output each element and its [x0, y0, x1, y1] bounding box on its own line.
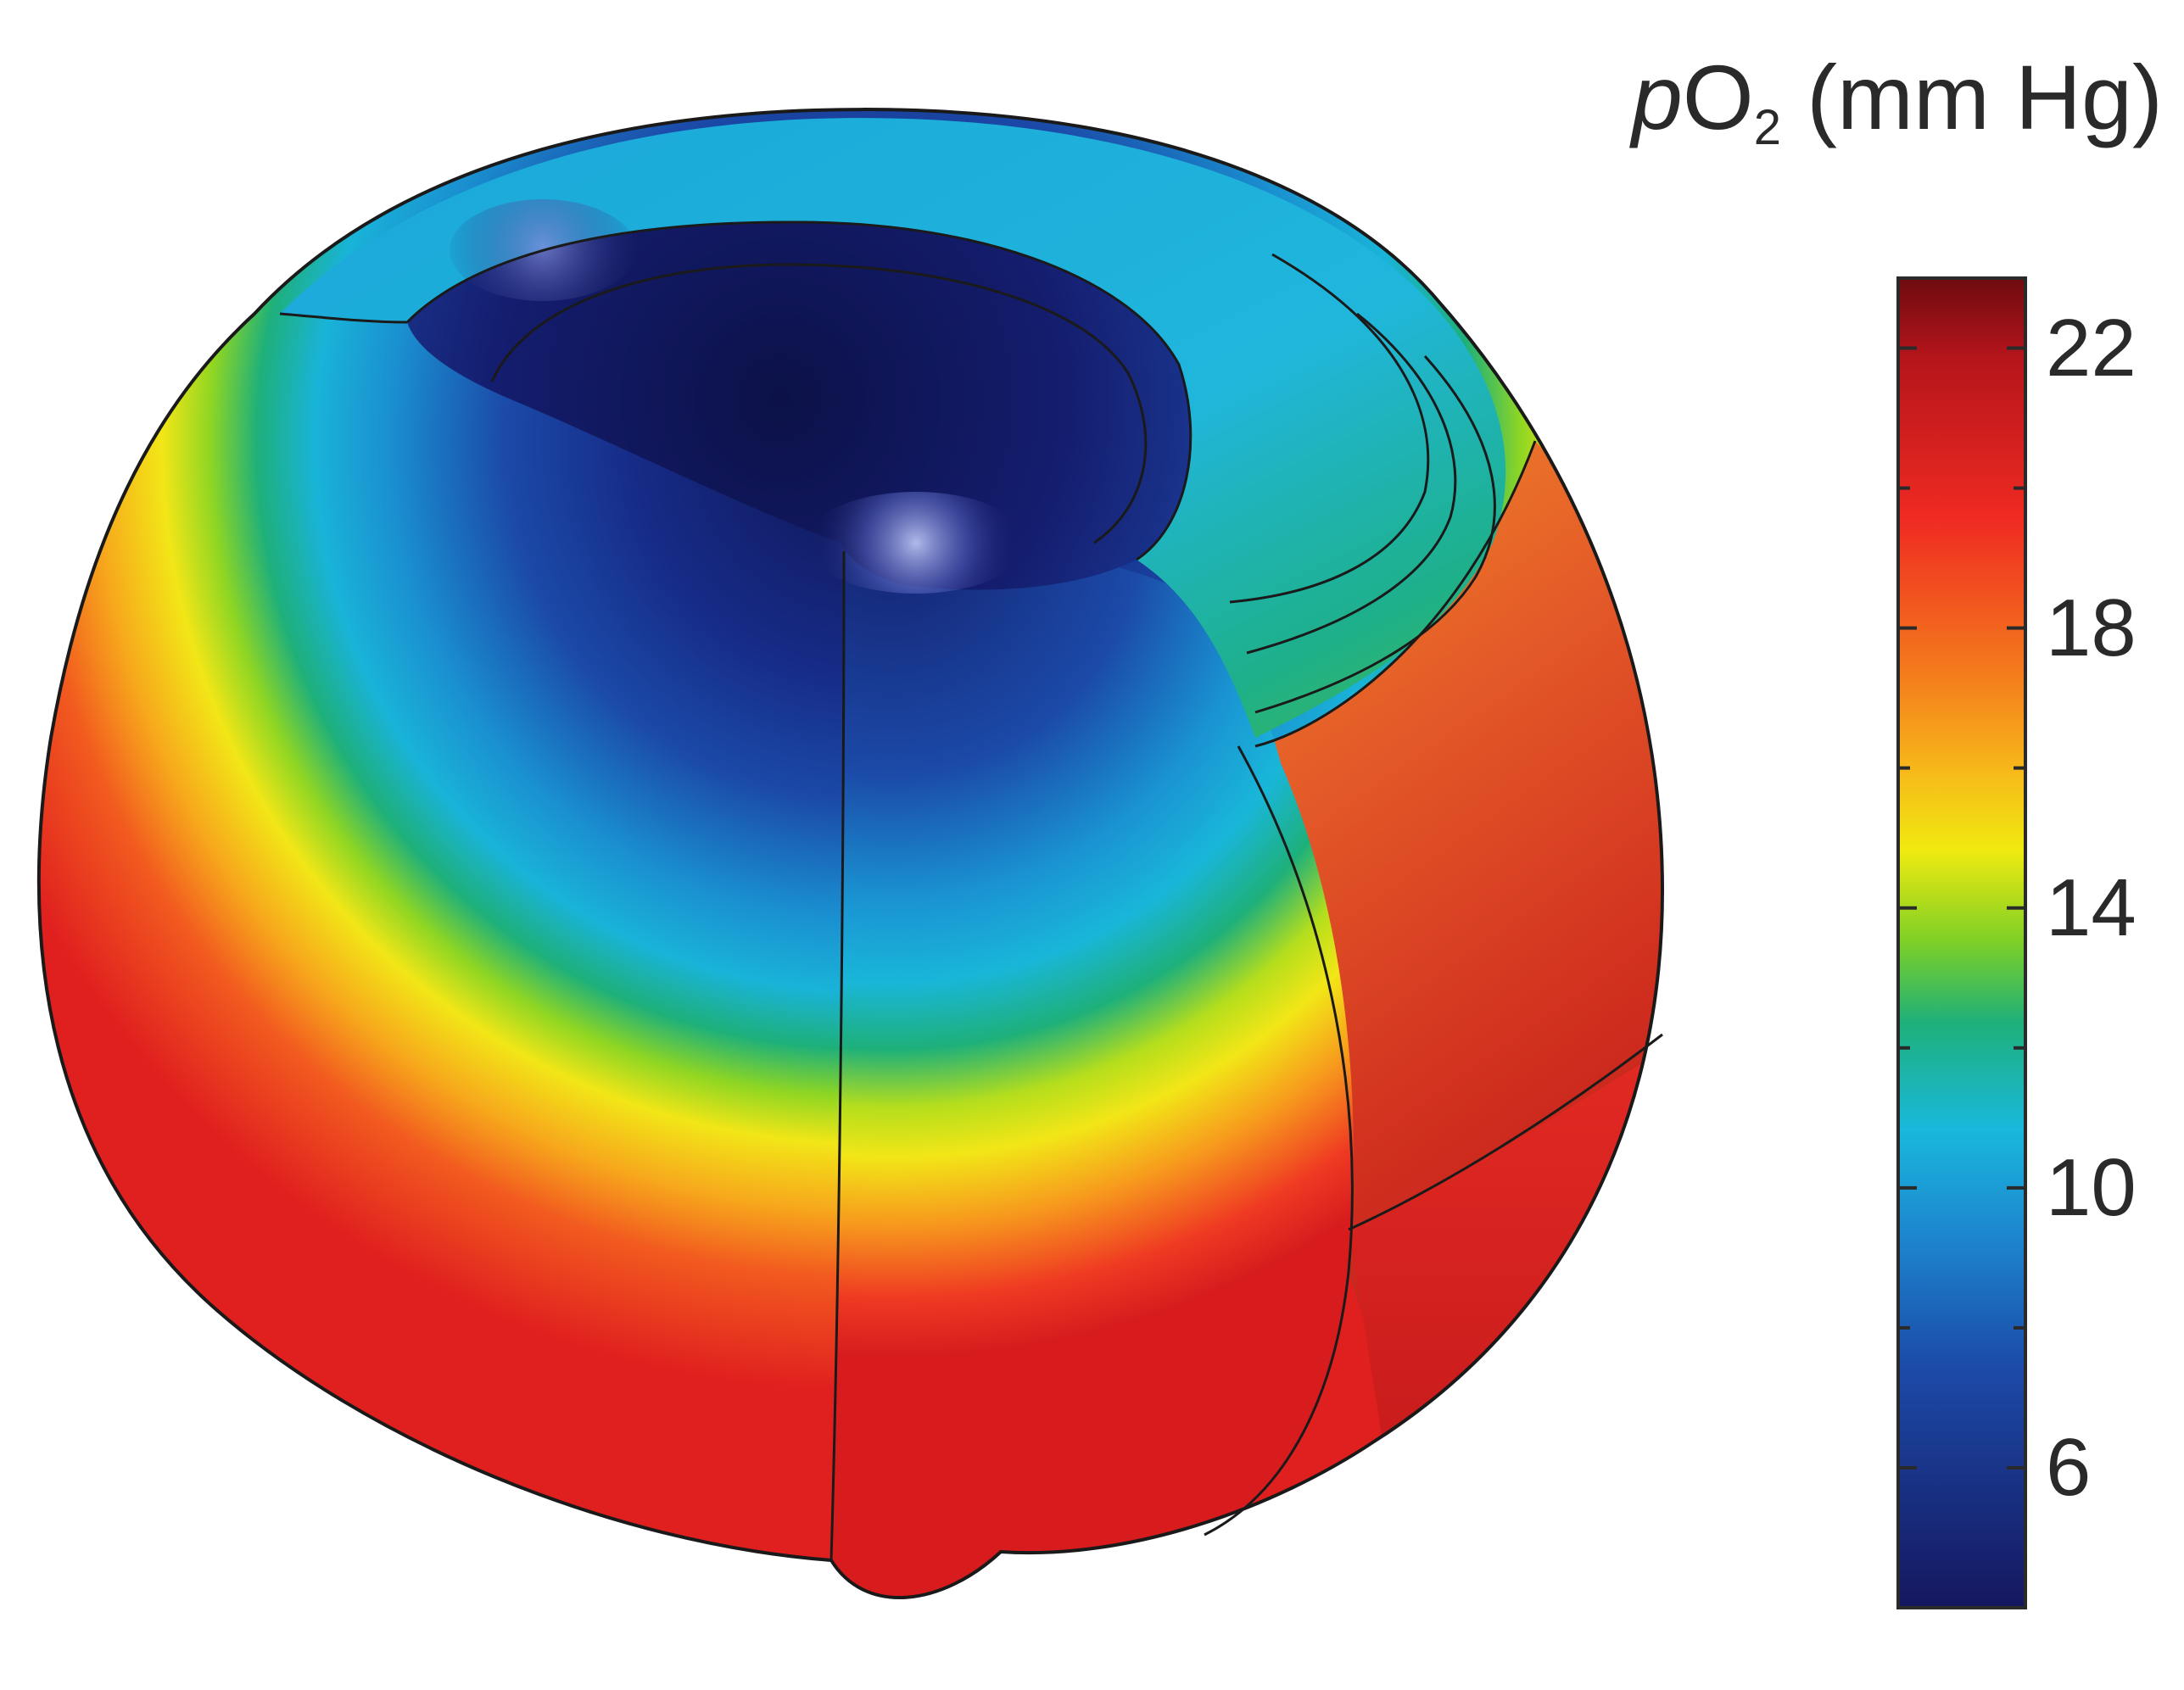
colorbar-ticks — [1898, 346, 2025, 1470]
cavity-inner-highlight — [806, 492, 1026, 594]
ventricle-cavity — [407, 221, 1191, 590]
colorbar-title-subscript: 2 — [1753, 100, 1782, 155]
colorbar-tick-label: 14 — [2046, 862, 2137, 953]
colorbar-title-variable: p — [1631, 46, 1683, 148]
colorbar-tick-label: 18 — [2046, 582, 2137, 673]
colorbar-tick-label: 22 — [2046, 302, 2137, 393]
colorbar-title-unit: (mm Hg) — [1781, 46, 2163, 148]
colorbar-tick-label: 6 — [2046, 1421, 2092, 1513]
seam-lines — [36, 108, 1665, 1600]
colorbar-title-base: O — [1682, 46, 1754, 148]
heart-model — [36, 108, 1665, 1600]
colorbar-title: pO2 (mm Hg) — [1518, 34, 2163, 161]
colorbar-tick-label: 10 — [2046, 1141, 2137, 1233]
colorbar — [1896, 276, 2027, 1609]
top-rim — [280, 118, 1506, 738]
colorbar-gradient — [1896, 276, 2027, 1609]
front-right-lobe — [831, 546, 1355, 1598]
